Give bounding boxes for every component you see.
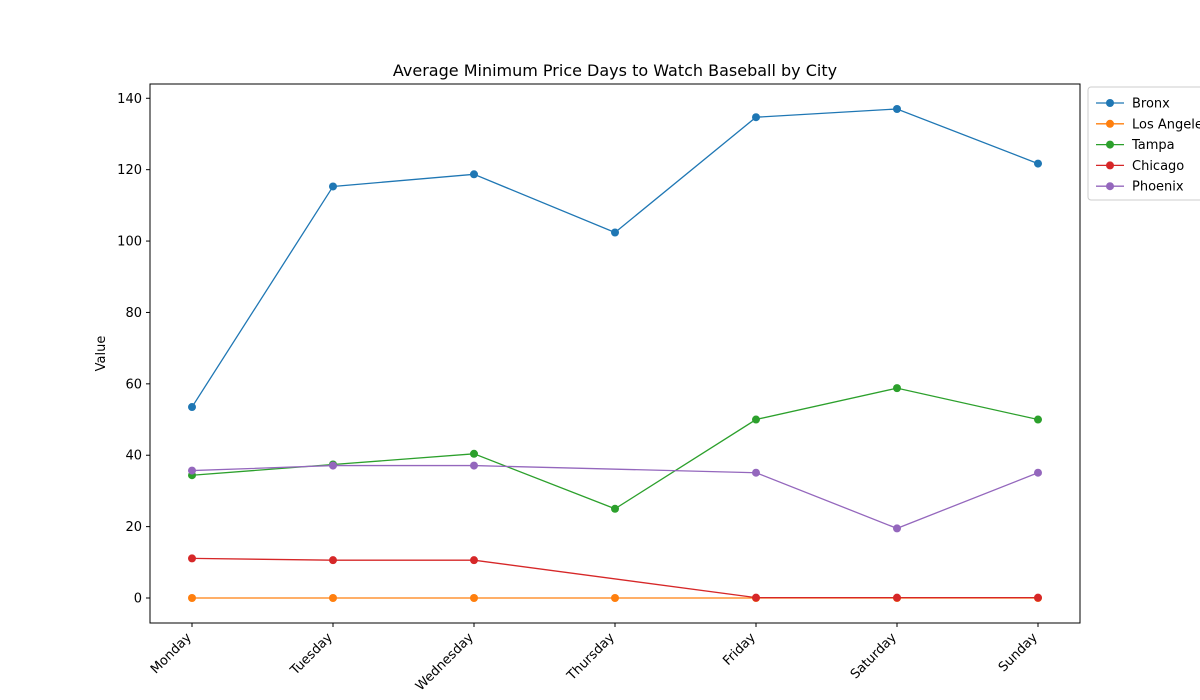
data-point-los-angeles (329, 594, 337, 603)
legend-label-bronx: Bronx (1132, 97, 1170, 112)
x-tick-label: Saturday (848, 630, 900, 682)
legend-label-tampa: Tampa (1131, 138, 1175, 153)
data-point-los-angeles (188, 594, 196, 603)
data-point-tampa (470, 449, 478, 458)
data-point-tampa (752, 415, 760, 424)
data-point-los-angeles (611, 594, 619, 603)
legend-marker-chicago (1106, 161, 1114, 170)
x-tick-label: Friday (720, 630, 759, 669)
legend-marker-los-angeles (1106, 119, 1114, 128)
data-point-chicago (470, 556, 478, 565)
y-tick-label: 0 (134, 592, 142, 607)
y-tick-label: 60 (125, 377, 142, 392)
y-tick-label: 20 (125, 520, 142, 535)
y-axis: 0 20 40 60 80 100 120 140 (117, 92, 150, 607)
x-tick-label: Thursday (564, 630, 618, 684)
data-point-bronx (611, 228, 619, 237)
legend: Bronx Los Angeles Tampa Chicago Phoenix (1087, 86, 1200, 201)
legend-label-phoenix: Phoenix (1132, 180, 1184, 195)
y-tick-label: 40 (125, 449, 142, 464)
data-point-tampa (611, 504, 619, 513)
data-point-chicago (893, 593, 901, 602)
data-point-phoenix (188, 466, 196, 475)
data-point-bronx (893, 104, 901, 113)
series-line-bronx (191, 108, 1039, 408)
data-point-chicago (329, 556, 337, 565)
data-point-phoenix (1034, 468, 1042, 477)
y-tick-label: 120 (117, 163, 142, 178)
data-point-chicago (188, 554, 196, 563)
legend-box (1087, 86, 1200, 201)
y-tick-label: 100 (117, 235, 142, 250)
legend-label-los-angeles: Los Angeles (1132, 117, 1200, 132)
data-point-phoenix (470, 461, 478, 470)
x-tick-label: Tuesday (287, 630, 336, 679)
plot-frame (149, 83, 1081, 624)
data-point-bronx (752, 113, 760, 122)
x-tick-label: Wednesday (413, 630, 477, 694)
plot-area (188, 104, 1042, 603)
data-point-phoenix (893, 524, 901, 533)
x-tick-label: Sunday (996, 630, 1041, 675)
series-line-chicago (191, 557, 1038, 599)
data-point-bronx (470, 170, 478, 179)
data-point-chicago (752, 593, 760, 602)
data-point-phoenix (329, 461, 337, 470)
data-point-phoenix (752, 468, 760, 477)
series-line-tampa (191, 387, 1039, 510)
data-point-los-angeles (470, 594, 478, 603)
y-axis-label: Value (94, 336, 109, 372)
x-tick-label: Monday (148, 630, 195, 677)
x-axis: Monday Tuesday Wednesday Thursday Friday Satu… (148, 623, 1041, 694)
legend-marker-bronx (1106, 99, 1114, 107)
y-tick-label: 80 (125, 306, 142, 321)
data-point-bronx (329, 182, 337, 191)
data-point-chicago (1034, 593, 1042, 602)
data-point-tampa (893, 384, 901, 393)
legend-marker-tampa (1106, 140, 1114, 149)
y-tick-label: 140 (117, 92, 142, 107)
data-point-tampa (1034, 415, 1042, 424)
chart-title: Average Minimum Price Days to Watch Base… (393, 61, 837, 80)
data-point-bronx (1034, 159, 1042, 168)
legend-marker-phoenix (1106, 182, 1114, 191)
series-line-phoenix (191, 464, 1039, 530)
legend-label-chicago: Chicago (1132, 159, 1184, 174)
data-point-bronx (188, 403, 196, 412)
